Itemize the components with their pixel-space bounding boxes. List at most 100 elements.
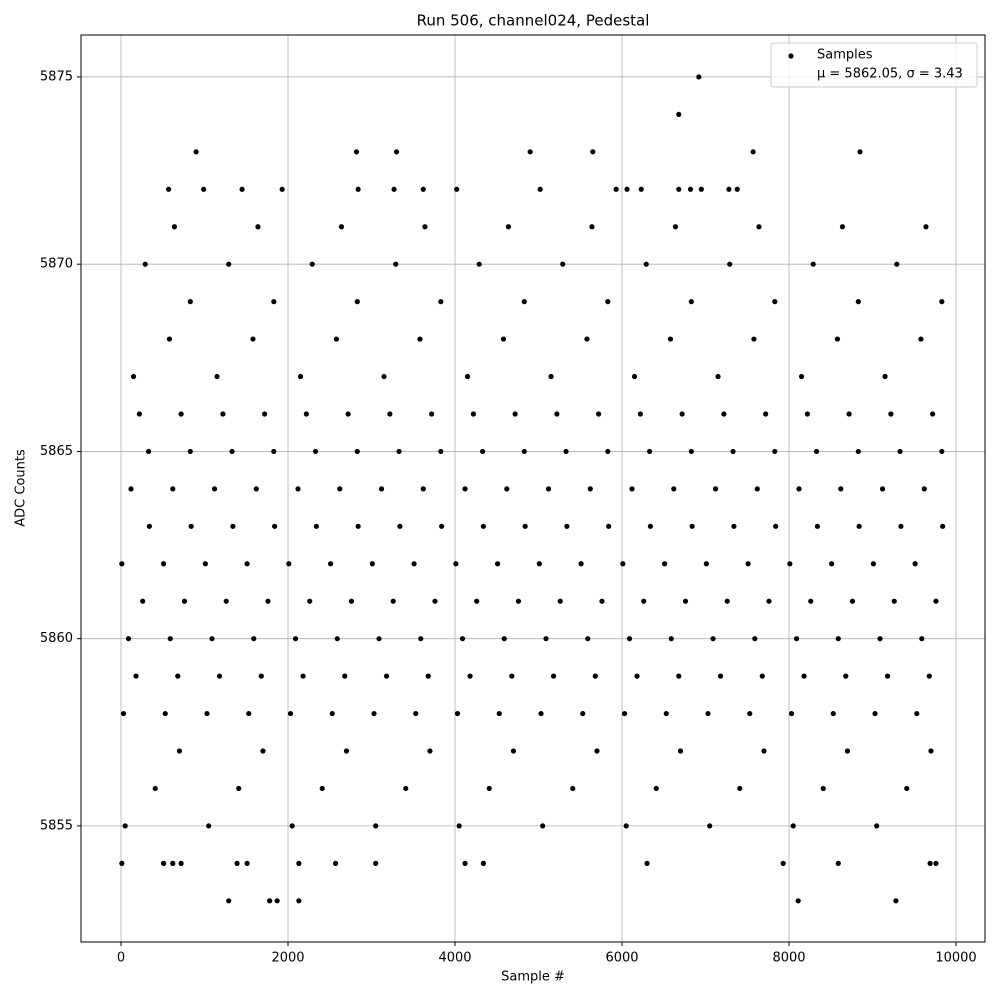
- data-point: [662, 561, 668, 567]
- data-point: [780, 860, 786, 866]
- data-point: [202, 561, 208, 567]
- data-point: [226, 898, 232, 904]
- data-point: [296, 898, 302, 904]
- data-point: [724, 598, 730, 604]
- data-point: [333, 336, 340, 342]
- legend-note: μ = 5862.05, σ = 3.43: [817, 67, 963, 82]
- y-tick-label: 5870: [40, 257, 73, 272]
- data-point: [230, 523, 236, 529]
- data-point: [939, 448, 945, 455]
- data-point: [418, 636, 424, 642]
- data-point: [570, 785, 576, 792]
- data-point: [626, 636, 633, 642]
- plot-frame: [80, 34, 986, 943]
- data-point: [646, 448, 653, 455]
- data-point: [432, 598, 438, 604]
- data-point: [721, 411, 727, 417]
- data-point: [500, 336, 507, 342]
- data-point: [187, 448, 193, 455]
- data-point: [119, 860, 125, 866]
- data-point: [160, 860, 167, 866]
- data-point: [187, 299, 193, 305]
- data-point: [918, 336, 924, 342]
- data-point: [220, 411, 226, 417]
- data-point: [464, 373, 471, 380]
- data-point: [893, 898, 899, 904]
- data-point: [152, 785, 158, 792]
- data-point: [872, 710, 878, 717]
- data-point: [543, 636, 549, 642]
- data-point: [265, 598, 271, 604]
- data-point: [142, 261, 148, 267]
- data-point: [790, 823, 796, 829]
- data-point: [676, 186, 682, 192]
- data-point: [271, 299, 277, 305]
- data-point: [554, 411, 560, 417]
- data-point: [688, 299, 694, 305]
- data-point: [300, 673, 306, 679]
- data-point: [638, 186, 644, 192]
- data-point: [843, 673, 849, 679]
- data-point: [613, 186, 619, 192]
- data-point: [260, 748, 266, 754]
- data-point: [631, 373, 638, 380]
- data-point: [926, 673, 932, 679]
- data-point: [125, 636, 132, 642]
- data-point: [846, 411, 852, 417]
- data-point: [345, 411, 351, 417]
- data-point: [234, 860, 240, 866]
- data-point: [505, 224, 512, 230]
- legend-box: [770, 42, 978, 88]
- data-point: [438, 299, 444, 305]
- legend-label: Samples: [817, 48, 873, 63]
- data-point: [175, 673, 181, 679]
- data-point: [557, 598, 563, 604]
- data-point: [752, 636, 758, 642]
- data-point: [417, 336, 423, 342]
- data-point: [244, 561, 250, 567]
- y-tick-label: 5865: [40, 444, 73, 459]
- data-point: [830, 710, 836, 717]
- data-point: [521, 448, 527, 455]
- data-point: [130, 373, 137, 380]
- data-point: [420, 186, 426, 192]
- data-point: [226, 261, 232, 267]
- data-point: [338, 224, 345, 230]
- data-point: [250, 336, 256, 342]
- data-point: [839, 224, 846, 230]
- data-point: [647, 523, 654, 529]
- data-point: [939, 299, 945, 305]
- data-point: [512, 411, 518, 417]
- data-point: [120, 710, 127, 717]
- data-point: [731, 523, 737, 529]
- data-point: [239, 186, 245, 192]
- data-point: [538, 710, 544, 717]
- data-point: [923, 224, 929, 230]
- data-point: [223, 598, 229, 604]
- data-point: [216, 673, 223, 679]
- data-point: [548, 373, 554, 380]
- data-point: [521, 299, 527, 305]
- data-point: [391, 186, 397, 192]
- data-point: [165, 186, 172, 192]
- data-point: [537, 186, 543, 192]
- data-point: [504, 486, 510, 492]
- data-point: [145, 448, 152, 455]
- data-point: [396, 448, 402, 455]
- data-point: [912, 561, 918, 567]
- data-point: [888, 411, 894, 417]
- data-point: [766, 598, 772, 604]
- data-point: [605, 299, 611, 305]
- data-point: [425, 673, 431, 679]
- data-point: [289, 823, 295, 829]
- data-point: [393, 261, 399, 267]
- data-point: [787, 561, 793, 567]
- data-point: [119, 561, 125, 567]
- data-point: [527, 149, 533, 155]
- data-point: [882, 373, 888, 380]
- y-tick-label: 5875: [40, 69, 73, 84]
- data-point: [369, 561, 375, 567]
- data-point: [413, 710, 419, 717]
- data-point: [348, 598, 355, 604]
